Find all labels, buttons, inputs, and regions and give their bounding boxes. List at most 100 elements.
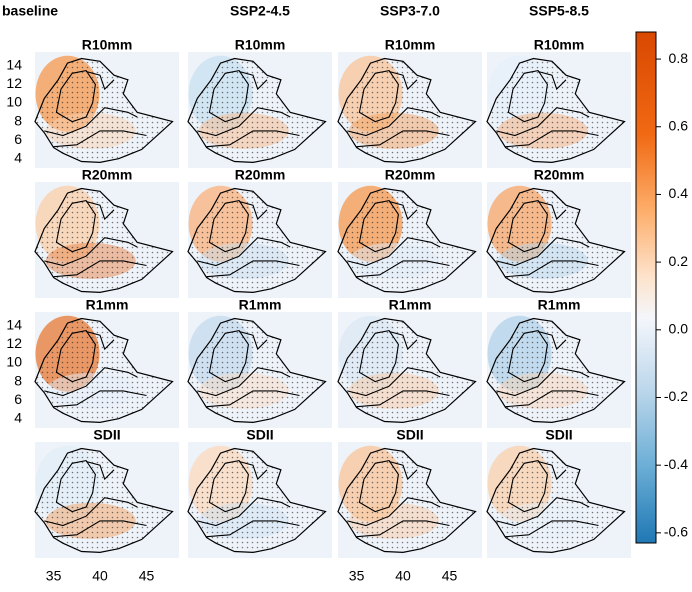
zone-outline	[496, 497, 590, 527]
y-tick-label: 10	[6, 94, 22, 110]
zone-outline	[53, 260, 147, 278]
panel-title: SDII	[396, 427, 423, 443]
y-tick-label: 4	[14, 409, 22, 425]
zone-outline	[197, 107, 291, 137]
zone-outline	[206, 390, 300, 408]
panel-title: R10mm	[82, 37, 133, 53]
country-outline	[187, 317, 327, 424]
panel-title: R1mm	[389, 297, 432, 313]
zone-outline	[496, 237, 590, 267]
y-tick-label: 12	[6, 335, 22, 351]
zone-outline	[356, 390, 450, 408]
column-header: baseline	[2, 3, 58, 19]
y-tick-label: 10	[6, 354, 22, 370]
colorbar	[635, 31, 657, 544]
colorbar-tick-label: 0.2	[669, 253, 689, 269]
zone-outline	[85, 70, 115, 91]
zone-outline	[496, 107, 590, 137]
country-outline	[187, 447, 327, 554]
zone-outline	[55, 69, 96, 123]
zone-outline	[507, 459, 548, 513]
zone-outline	[85, 460, 115, 481]
x-tick-label: 35	[46, 568, 62, 584]
colorbar-tick-label: -0.6	[664, 524, 688, 540]
y-tick-label: 8	[14, 372, 22, 388]
panel-title: SDII	[545, 427, 572, 443]
y-tick-label: 4	[14, 149, 22, 165]
x-tick-label: 45	[139, 568, 155, 584]
zone-outline	[85, 330, 115, 351]
map-panel	[34, 312, 179, 428]
zone-outline	[505, 390, 599, 408]
panel-title: R10mm	[534, 37, 585, 53]
map-panel	[337, 182, 482, 298]
zone-outline	[358, 459, 399, 513]
zone-outline	[537, 200, 567, 221]
y-tick-label: 8	[14, 112, 22, 128]
map-panel	[187, 52, 332, 168]
zone-outline	[238, 70, 268, 91]
zone-outline	[358, 329, 399, 383]
zone-outline	[208, 69, 249, 123]
zone-outline	[44, 237, 138, 267]
zone-outline	[507, 329, 548, 383]
stippling	[338, 188, 476, 293]
zone-outline	[507, 69, 548, 123]
stippling	[338, 318, 476, 423]
panel-title: R1mm	[239, 297, 282, 313]
x-tick-label: 40	[395, 568, 411, 584]
panel-title: R20mm	[235, 167, 286, 183]
zone-outline	[496, 367, 590, 397]
country-outline	[337, 317, 477, 424]
zone-outline	[507, 199, 548, 253]
country-outline	[34, 187, 174, 294]
zone-outline	[53, 520, 147, 538]
stippling	[338, 448, 476, 553]
x-tick-label: 35	[349, 568, 365, 584]
country-outline	[34, 447, 174, 554]
map-panel	[187, 182, 332, 298]
country-outline	[34, 57, 174, 164]
zone-outline	[238, 460, 268, 481]
column-header: SSP5-8.5	[529, 3, 589, 19]
zone-outline	[505, 260, 599, 278]
map-panel	[486, 182, 631, 298]
y-tick-label: 14	[6, 317, 22, 333]
x-tick-label: 45	[442, 568, 458, 584]
colorbar-tick-label: 0.0	[669, 321, 689, 337]
stippling	[35, 188, 173, 293]
zone-outline	[347, 107, 441, 137]
stippling	[487, 318, 625, 423]
country-outline	[486, 57, 626, 164]
country-outline	[34, 317, 174, 424]
panel-title: SDII	[93, 427, 120, 443]
zone-outline	[197, 497, 291, 527]
map-panel	[337, 312, 482, 428]
panel-title: R1mm	[86, 297, 129, 313]
zone-outline	[347, 497, 441, 527]
column-header: SSP2-4.5	[230, 3, 290, 19]
country-outline	[486, 317, 626, 424]
panel-title: R10mm	[385, 37, 436, 53]
zone-outline	[388, 460, 418, 481]
zone-outline	[55, 199, 96, 253]
zone-outline	[347, 367, 441, 397]
zone-outline	[347, 237, 441, 267]
zone-outline	[537, 70, 567, 91]
map-panel	[486, 312, 631, 428]
zone-outline	[53, 130, 147, 148]
zone-outline	[356, 260, 450, 278]
colorbar-tick-label: 0.6	[669, 117, 689, 133]
country-outline	[486, 187, 626, 294]
map-panel	[486, 52, 631, 168]
zone-outline	[44, 367, 138, 397]
panel-title: R20mm	[82, 167, 133, 183]
zone-outline	[85, 200, 115, 221]
zone-outline	[55, 329, 96, 383]
zone-outline	[358, 69, 399, 123]
zone-outline	[208, 329, 249, 383]
colorbar-tick-label: 0.8	[669, 50, 689, 66]
zone-outline	[44, 107, 138, 137]
zone-outline	[206, 260, 300, 278]
